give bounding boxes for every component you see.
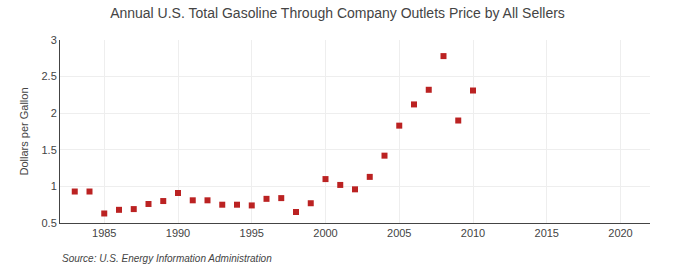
svg-text:3: 3 [51,34,57,46]
svg-text:2000: 2000 [313,227,337,239]
svg-text:2.5: 2.5 [42,70,57,82]
svg-text:1: 1 [51,180,57,192]
svg-text:1.5: 1.5 [42,144,57,156]
svg-text:Dollars per Gallon: Dollars per Gallon [18,87,30,175]
svg-text:2010: 2010 [461,227,485,239]
svg-text:2015: 2015 [535,227,559,239]
svg-text:2020: 2020 [608,227,632,239]
svg-text:Source: U.S. Energy Informatio: Source: U.S. Energy Information Administ… [62,253,272,264]
svg-text:1995: 1995 [240,227,264,239]
svg-text:2: 2 [51,107,57,119]
svg-text:1985: 1985 [92,227,116,239]
svg-text:1990: 1990 [166,227,190,239]
svg-text:Annual U.S. Total Gasoline Thr: Annual U.S. Total Gasoline Through Compa… [110,5,565,21]
svg-text:2005: 2005 [387,227,411,239]
svg-text:0.5: 0.5 [42,217,57,229]
